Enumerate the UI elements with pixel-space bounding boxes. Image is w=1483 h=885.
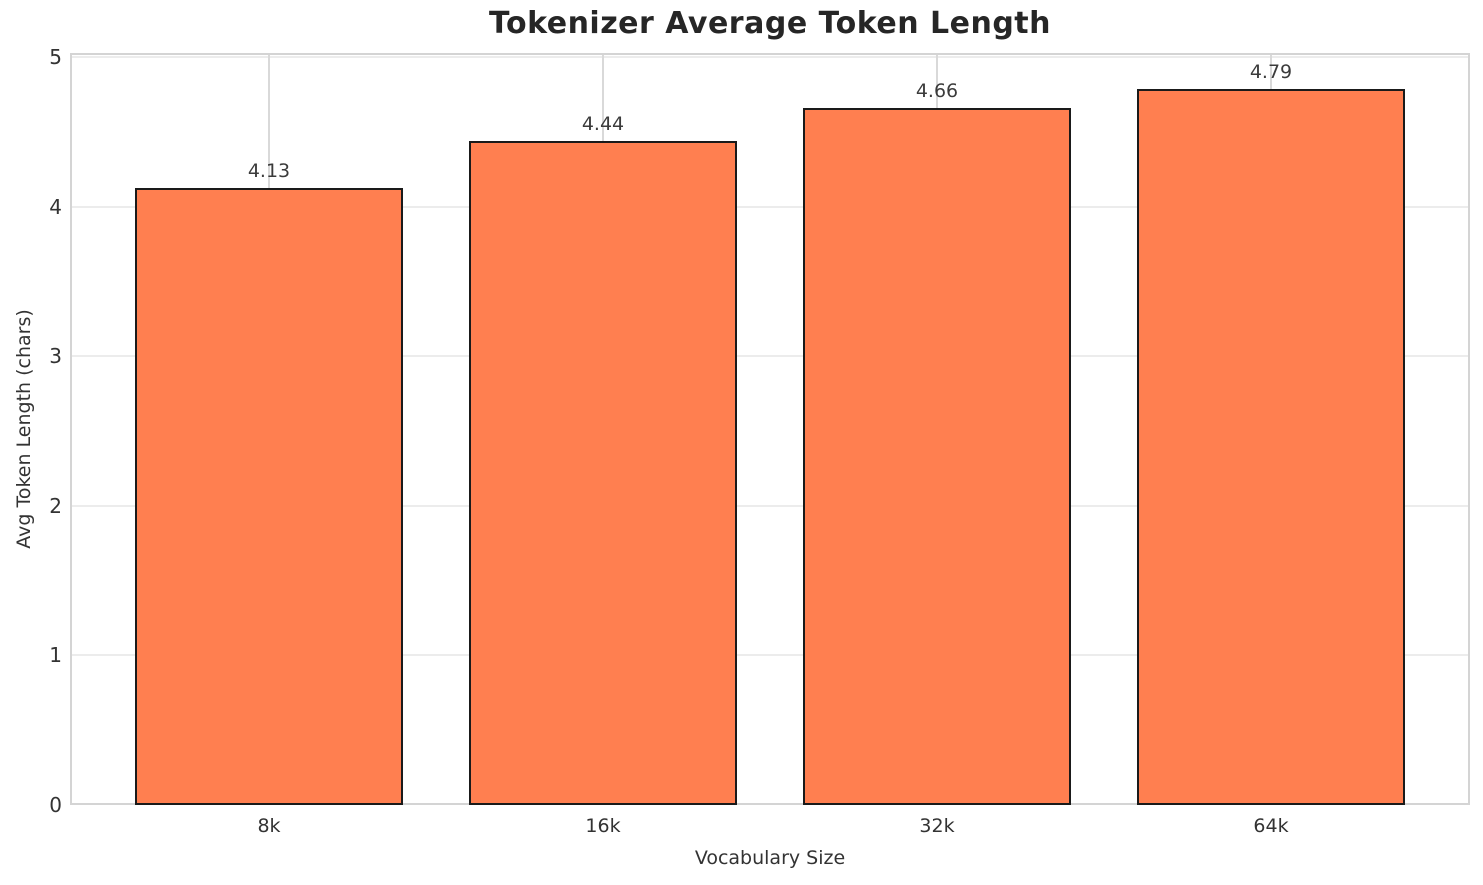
y-tick-label-3: 3 bbox=[49, 344, 62, 369]
plot-area: 4.13 4.44 4.66 4.79 bbox=[70, 53, 1470, 805]
y-tick-label-4: 4 bbox=[49, 194, 62, 219]
h-gridline-3 bbox=[70, 355, 1470, 358]
y-tick-label-5: 5 bbox=[49, 45, 62, 70]
x-tick-label-16k: 16k bbox=[585, 815, 621, 837]
h-gridline-4 bbox=[70, 205, 1470, 208]
bar-8k bbox=[135, 187, 403, 805]
bar-64k bbox=[1137, 88, 1405, 805]
x-tick-label-8k: 8k bbox=[257, 815, 281, 837]
y-tick-label-0: 0 bbox=[49, 793, 62, 817]
y-tick-label-1: 1 bbox=[49, 643, 62, 668]
x-tick-label-64k: 64k bbox=[1253, 815, 1289, 837]
bar-value-label-16k: 4.44 bbox=[581, 113, 625, 136]
h-gridline-1 bbox=[70, 654, 1470, 657]
y-tick-label-2: 2 bbox=[49, 493, 62, 518]
x-tick-label-32k: 32k bbox=[919, 815, 955, 837]
h-gridline-5 bbox=[70, 56, 1470, 59]
chart-title: Tokenizer Average Token Length bbox=[488, 6, 1051, 41]
bar-32k bbox=[803, 108, 1071, 805]
x-axis-label: Vocabulary Size bbox=[694, 847, 846, 869]
bar-value-label-64k: 4.79 bbox=[1249, 60, 1293, 83]
bar-value-label-32k: 4.66 bbox=[915, 80, 959, 103]
h-gridline-2 bbox=[70, 504, 1470, 507]
bar-value-label-8k: 4.13 bbox=[247, 159, 291, 182]
bar-16k bbox=[469, 141, 737, 805]
